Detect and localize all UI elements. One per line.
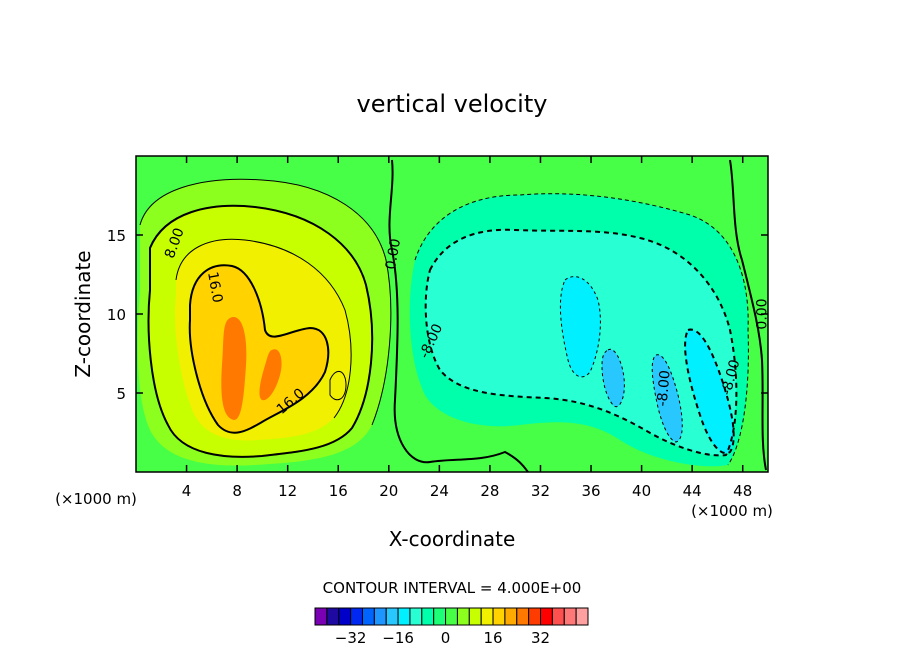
contour-minus12-dashed-a [559, 276, 601, 378]
colorbar-swatch [575, 607, 589, 626]
colorbar-swatch [421, 607, 435, 626]
downdraft-level-minus16 [652, 354, 683, 442]
x-tick-label: 24 [430, 482, 449, 500]
colorbar-swatch [409, 607, 423, 626]
colorbar-swatch [361, 607, 375, 626]
contour-interval-label: CONTOUR INTERVAL = 4.000E+00 [323, 579, 582, 597]
contour-8-solid [147, 204, 374, 458]
contour-minus4-dashed [414, 193, 749, 466]
colorbar-swatch [540, 607, 553, 626]
contour-small-right-cell [329, 370, 347, 401]
y-tick-label: 15 [107, 227, 126, 245]
colorbar-swatch [433, 607, 447, 626]
chart-title: vertical velocity [357, 90, 548, 118]
colorbar-tick-label: 0 [441, 629, 451, 647]
contour-label-text: -8.00 [655, 370, 674, 407]
colorbar-swatch [338, 607, 352, 626]
x-tick-label: 32 [531, 482, 550, 500]
colorbar-swatch [385, 607, 399, 626]
colorbar-swatch [468, 607, 482, 626]
colorbar-tick-label: 32 [531, 629, 550, 647]
negative-downdraft-region [409, 193, 749, 467]
x-tick-label: 44 [683, 482, 702, 500]
colorbar-swatch [563, 607, 577, 626]
x-axis: 4 8 12 16 20 24 28 32 36 40 44 48 [182, 156, 752, 500]
colorbar-swatch [551, 607, 565, 626]
contour-zero-right [729, 159, 767, 471]
contour-label: 16.0 [204, 271, 225, 304]
contour-minus8-dashed [424, 228, 738, 457]
contour-zero-line [388, 159, 529, 472]
y-tick-label: 5 [116, 385, 126, 403]
x-tick-label: 4 [182, 482, 192, 500]
heatmap-field [136, 156, 768, 472]
downdraft-level-minus12 [560, 276, 601, 377]
colorbar-swatch [492, 607, 506, 626]
colorbar-swatch [456, 607, 470, 626]
x-tick-label: 36 [581, 482, 600, 500]
colorbar-swatch [314, 607, 328, 626]
downdraft-level-minus12b [685, 329, 734, 454]
contour-16-solid [188, 264, 330, 434]
colorbar-swatch [397, 607, 411, 626]
contour-12-thin [175, 238, 352, 419]
colorbar-swatch [480, 607, 494, 626]
contour-label-text: 0.00 [383, 237, 404, 270]
colorbar: −32 −16 0 16 32 [314, 607, 589, 647]
colorbar-swatch [445, 607, 458, 626]
colorbar-tick-label: −32 [335, 629, 367, 647]
y-tick-label: 10 [107, 306, 126, 324]
x-axis-units-right: (×1000 m) [691, 502, 773, 520]
colorbar-swatch [373, 607, 387, 626]
downdraft-level-minus16b [602, 349, 625, 407]
colorbar-swatch [528, 607, 542, 626]
contour-label-text: 16.0 [204, 271, 225, 304]
contour-lines [139, 159, 767, 472]
x-tick-label: 16 [329, 482, 348, 500]
contour-label: -8.00 [655, 370, 674, 407]
contour-4-thin [139, 178, 392, 426]
updraft-core-left [221, 317, 247, 420]
x-tick-label: 28 [480, 482, 499, 500]
y-axis-label: Z-coordinate [71, 250, 95, 377]
x-axis-label: X-coordinate [389, 527, 516, 551]
updraft-core-right [259, 349, 282, 401]
colorbar-tick-label: 16 [483, 629, 502, 647]
contour-label: 0.00 [383, 237, 404, 270]
colorbar-swatch [516, 607, 530, 626]
x-axis-units-left: (×1000 m) [55, 490, 137, 508]
x-tick-label: 48 [733, 482, 752, 500]
x-tick-label: 20 [379, 482, 398, 500]
colorbar-swatch [350, 607, 363, 626]
x-tick-label: 8 [232, 482, 242, 500]
colorbar-swatch [326, 607, 340, 626]
x-tick-label: 40 [632, 482, 651, 500]
contour-minus16-dashed-a [651, 354, 683, 443]
contour-minus12-dashed-b [684, 328, 735, 455]
colorbar-tick-label: −16 [382, 629, 414, 647]
x-tick-label: 12 [278, 482, 297, 500]
y-axis: 5 10 15 [107, 227, 768, 403]
colorbar-swatch [504, 607, 518, 626]
